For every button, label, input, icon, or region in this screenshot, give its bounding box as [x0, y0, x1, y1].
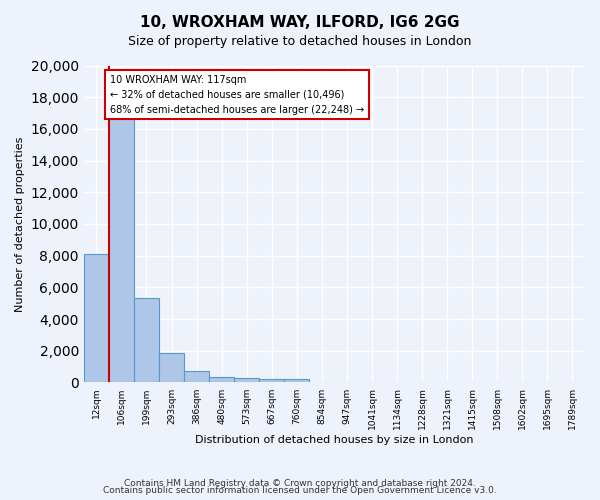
Text: Size of property relative to detached houses in London: Size of property relative to detached ho…	[128, 35, 472, 48]
Bar	[209, 377, 234, 382]
Text: 10, WROXHAM WAY, ILFORD, IG6 2GG: 10, WROXHAM WAY, ILFORD, IG6 2GG	[140, 15, 460, 30]
Bar	[184, 372, 209, 382]
Y-axis label: Number of detached properties: Number of detached properties	[15, 136, 25, 312]
X-axis label: Distribution of detached houses by size in London: Distribution of detached houses by size …	[195, 435, 473, 445]
Bar	[259, 379, 284, 382]
Bar	[84, 254, 109, 382]
Bar	[134, 298, 159, 382]
Text: Contains public sector information licensed under the Open Government Licence v3: Contains public sector information licen…	[103, 486, 497, 495]
Text: 10 WROXHAM WAY: 117sqm
← 32% of detached houses are smaller (10,496)
68% of semi: 10 WROXHAM WAY: 117sqm ← 32% of detached…	[110, 75, 364, 114]
Bar	[159, 353, 184, 382]
Bar	[109, 120, 134, 382]
Bar	[234, 378, 259, 382]
Bar	[284, 380, 310, 382]
Text: Contains HM Land Registry data © Crown copyright and database right 2024.: Contains HM Land Registry data © Crown c…	[124, 478, 476, 488]
